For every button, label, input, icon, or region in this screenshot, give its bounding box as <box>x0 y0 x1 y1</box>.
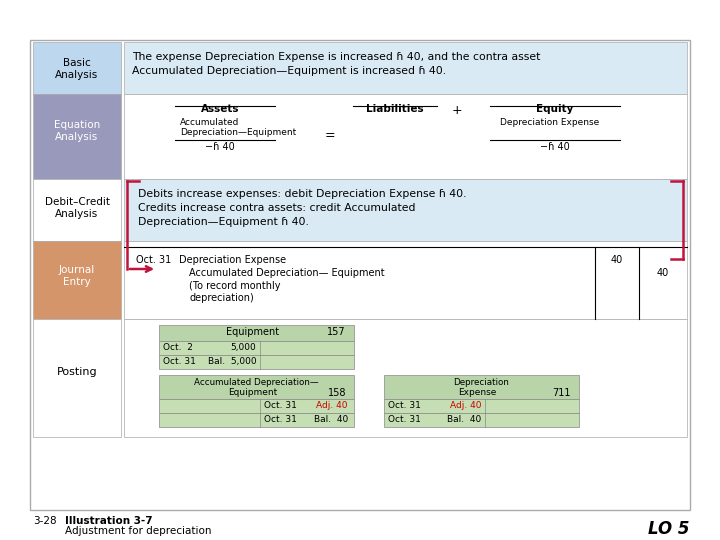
Text: LO 5: LO 5 <box>649 520 690 538</box>
Text: 40: 40 <box>611 255 623 265</box>
Bar <box>159 399 354 413</box>
Text: depreciation): depreciation) <box>189 293 253 303</box>
Text: Accumulated Depreciation—: Accumulated Depreciation— <box>194 378 319 387</box>
Text: Bal.  40: Bal. 40 <box>314 415 348 424</box>
Bar <box>159 375 354 399</box>
Bar <box>159 355 354 369</box>
Text: Equity: Equity <box>536 104 574 114</box>
Text: Posting: Posting <box>57 367 97 377</box>
Text: +: + <box>452 104 463 117</box>
Bar <box>124 179 687 241</box>
Bar <box>384 375 579 399</box>
Text: Illustration 3-7: Illustration 3-7 <box>65 516 153 526</box>
Text: 3-28: 3-28 <box>33 516 57 526</box>
Text: Equation
Analysis: Equation Analysis <box>54 120 100 141</box>
Text: Bal.  5,000: Bal. 5,000 <box>208 357 256 366</box>
Text: Adjustment for depreciation: Adjustment for depreciation <box>65 526 212 536</box>
Text: Oct. 31: Oct. 31 <box>264 415 297 424</box>
Text: Depreciation Expense: Depreciation Expense <box>500 118 599 127</box>
Text: 711: 711 <box>552 388 571 398</box>
Text: Equipment: Equipment <box>228 388 277 397</box>
Bar <box>124 241 687 319</box>
Text: Equipment: Equipment <box>226 327 279 337</box>
Text: Assets: Assets <box>201 104 239 114</box>
Bar <box>33 179 121 241</box>
Text: 158: 158 <box>328 388 346 398</box>
Bar <box>159 413 354 427</box>
Text: Depreciation: Depreciation <box>454 378 510 387</box>
Text: Accumulated
Depreciation—Equipment: Accumulated Depreciation—Equipment <box>180 118 296 137</box>
Text: Depreciation—Equipment ɦ 40.: Depreciation—Equipment ɦ 40. <box>138 217 309 227</box>
Text: =: = <box>325 129 336 142</box>
Bar <box>124 94 687 179</box>
Text: Oct. 31: Oct. 31 <box>388 401 421 410</box>
Bar <box>33 42 121 94</box>
Text: Journal
Entry: Journal Entry <box>59 265 95 287</box>
Text: (To record monthly: (To record monthly <box>189 281 281 291</box>
Text: −ɦ 40: −ɦ 40 <box>205 142 235 152</box>
Bar <box>159 325 354 341</box>
Text: 5,000: 5,000 <box>230 343 256 352</box>
Text: Depreciation Expense: Depreciation Expense <box>179 255 286 265</box>
Text: −ɦ 40: −ɦ 40 <box>540 142 570 152</box>
Bar <box>124 42 687 94</box>
Text: Credits increase contra assets: credit Accumulated: Credits increase contra assets: credit A… <box>138 203 415 213</box>
Text: Accumulated Depreciation—Equipment is increased ɦ 40.: Accumulated Depreciation—Equipment is in… <box>132 66 446 76</box>
Text: 40: 40 <box>657 268 669 278</box>
Bar <box>159 341 354 355</box>
Text: 157: 157 <box>328 327 346 337</box>
Bar <box>384 413 579 427</box>
Text: Basic
Analysis: Basic Analysis <box>55 58 99 79</box>
Text: Debits increase expenses: debit Depreciation Expense ɦ 40.: Debits increase expenses: debit Deprecia… <box>138 189 467 199</box>
Text: Expense: Expense <box>459 388 497 397</box>
Text: Adj. 40: Adj. 40 <box>317 401 348 410</box>
Bar <box>124 319 687 437</box>
Text: Bal.  40: Bal. 40 <box>447 415 482 424</box>
Text: Oct. 31: Oct. 31 <box>388 415 421 424</box>
Text: Oct. 31: Oct. 31 <box>264 401 297 410</box>
Text: Adj. 40: Adj. 40 <box>450 401 482 410</box>
Text: The expense Depreciation Expense is increased ɦ 40, and the contra asset: The expense Depreciation Expense is incr… <box>132 52 541 62</box>
Bar <box>33 94 121 179</box>
Text: Oct. 31: Oct. 31 <box>136 255 171 265</box>
Bar <box>30 40 690 510</box>
Text: Oct.  2: Oct. 2 <box>163 343 193 352</box>
Bar <box>33 319 121 437</box>
Bar <box>384 399 579 413</box>
Text: Accumulated Depreciation— Equipment: Accumulated Depreciation— Equipment <box>189 268 384 278</box>
Text: Oct. 31: Oct. 31 <box>163 357 196 366</box>
Text: Debit–Credit
Analysis: Debit–Credit Analysis <box>45 197 109 219</box>
Bar <box>33 241 121 319</box>
Text: Liabilities: Liabilities <box>366 104 424 114</box>
